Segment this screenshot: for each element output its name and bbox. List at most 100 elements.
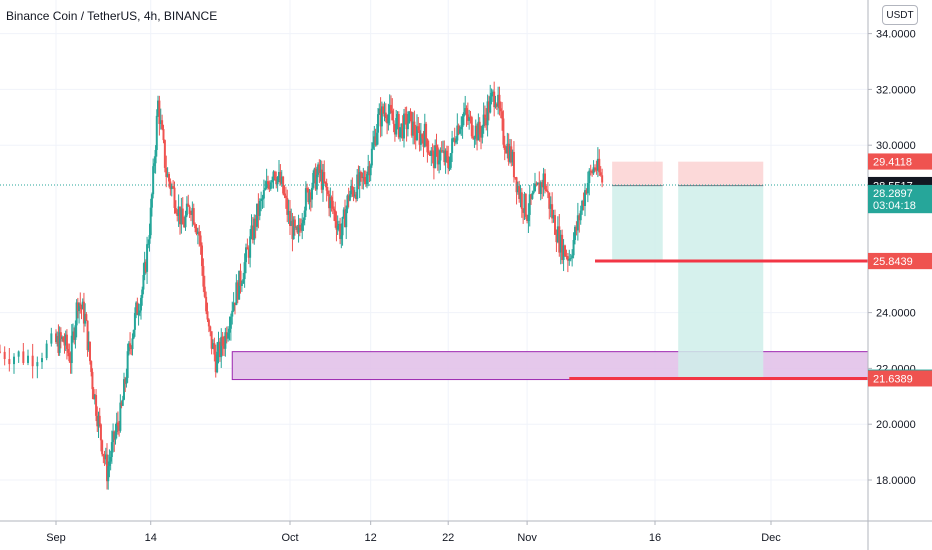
candle-body <box>375 132 378 145</box>
candle-body <box>265 181 268 188</box>
candle-body <box>295 226 298 228</box>
candle-body <box>161 120 164 130</box>
candle-body <box>435 145 438 148</box>
candle-body <box>313 168 316 174</box>
candle-body <box>372 142 375 149</box>
candle-body <box>70 335 73 364</box>
candle-body <box>412 121 415 136</box>
candle-body <box>368 166 371 176</box>
candle-body <box>114 432 117 440</box>
candle-body <box>260 198 263 201</box>
candle-body <box>322 172 324 190</box>
candle-body <box>93 395 96 400</box>
candle-body <box>166 173 169 177</box>
candle-body <box>192 208 195 225</box>
candle-body <box>315 174 318 190</box>
candle-body <box>190 213 192 215</box>
candle-body <box>312 173 315 188</box>
candle-body <box>36 362 39 367</box>
candle-body <box>362 176 365 179</box>
candle-body <box>448 167 451 169</box>
candle-body <box>273 171 276 179</box>
candle-body <box>390 104 392 111</box>
candle-body <box>61 337 64 339</box>
candle-body <box>133 313 136 330</box>
candle-body <box>107 466 110 482</box>
candle-body <box>103 455 106 460</box>
candle-body <box>572 239 575 256</box>
candle-body <box>249 236 252 258</box>
candle-body <box>569 258 572 260</box>
candle-body <box>8 359 11 365</box>
candle-body <box>74 325 77 340</box>
candle-body <box>143 261 146 275</box>
candle-body <box>578 215 581 221</box>
candle-body <box>518 186 521 200</box>
candle-body <box>485 117 488 126</box>
candle-body <box>124 379 127 384</box>
candle-body <box>179 206 181 225</box>
candle-body <box>438 160 441 165</box>
candle-body <box>95 395 98 416</box>
position-target-box <box>612 185 663 261</box>
candle-body <box>585 190 588 194</box>
candle-body <box>442 150 444 152</box>
candle-body <box>235 282 238 306</box>
zones-layer <box>231 161 869 381</box>
candle-body <box>210 331 213 349</box>
candle-body <box>195 228 198 234</box>
candle-body <box>309 192 312 200</box>
candle-body <box>589 170 592 172</box>
candle-body <box>374 136 377 145</box>
candle-body <box>306 188 309 190</box>
candle-body <box>56 335 59 343</box>
candle-body <box>340 235 343 239</box>
currency-button[interactable]: USDT <box>882 5 918 25</box>
candle-body <box>220 336 223 358</box>
candle-body <box>141 289 144 298</box>
x-tick-label: Dec <box>761 532 781 544</box>
candle-body <box>576 215 579 231</box>
candle-body <box>329 197 332 209</box>
candle-body <box>440 150 443 152</box>
candle-body <box>57 335 60 353</box>
candle-body <box>377 114 379 133</box>
candle-body <box>140 297 142 311</box>
candle-body <box>147 243 150 245</box>
candle-body <box>116 422 119 426</box>
candle-body <box>419 134 422 145</box>
candle-body <box>3 351 6 360</box>
candle-body <box>136 302 139 315</box>
candle-body <box>353 194 356 197</box>
candle-body <box>181 208 184 225</box>
candle-body <box>258 200 261 216</box>
candle-body <box>548 192 551 209</box>
candle-body <box>443 150 446 163</box>
candle-body <box>397 114 400 138</box>
candle-body <box>575 226 578 231</box>
candle-body <box>301 223 304 231</box>
candle-body <box>404 113 407 115</box>
candle-body <box>64 334 67 346</box>
candle-body <box>82 301 85 324</box>
position-stop-box <box>612 161 663 186</box>
candle-body <box>556 226 559 243</box>
candle-body <box>317 164 320 175</box>
candle-body <box>138 310 141 313</box>
candle-body <box>558 226 561 253</box>
candle-body <box>355 194 357 199</box>
candle-body <box>470 117 473 137</box>
price-badge-bg <box>868 153 932 170</box>
candle-body <box>382 106 385 114</box>
candle-body <box>203 286 206 297</box>
candle-body <box>462 112 465 117</box>
candle-body <box>545 189 548 192</box>
candle-body <box>599 172 602 176</box>
candle-body <box>257 203 260 216</box>
candle-body <box>206 311 209 320</box>
candle-body <box>536 182 539 185</box>
candle-body <box>231 310 234 317</box>
